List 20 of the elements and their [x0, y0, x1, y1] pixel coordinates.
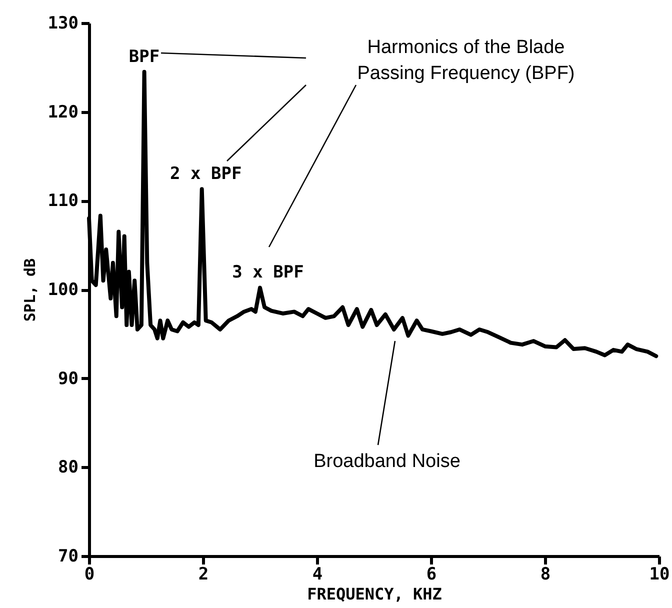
annotation: Harmonics of the Blade Passing Frequency (BPF) — [357, 37, 575, 84]
x-tick-label: 6 — [426, 564, 437, 584]
y-tick-label: 90 — [58, 368, 78, 389]
x-tick-label: 10 — [649, 564, 670, 584]
y-tick-label: 110 — [48, 191, 78, 212]
y-tick-label: 70 — [58, 546, 78, 566]
y-tick-label: 120 — [48, 102, 78, 122]
x-axis-title: FREQUENCY, KHZ — [307, 584, 442, 604]
x-tick-label: 0 — [84, 564, 95, 584]
annotation: 3 x BPF — [232, 262, 304, 283]
y-axis-title: SPL, dB — [20, 258, 39, 322]
x-tick-label: 2 — [198, 564, 209, 584]
annotation: 2 x BPF — [170, 164, 242, 184]
y-tick-label: 80 — [58, 458, 78, 478]
y-tick-label: 130 — [48, 14, 78, 34]
annotation: Broadband Noise — [314, 451, 460, 472]
x-tick-label: 4 — [312, 564, 323, 584]
x-tick-label: 8 — [540, 564, 551, 584]
y-tick-label: 100 — [48, 280, 78, 300]
annotation: BPF — [128, 46, 160, 67]
